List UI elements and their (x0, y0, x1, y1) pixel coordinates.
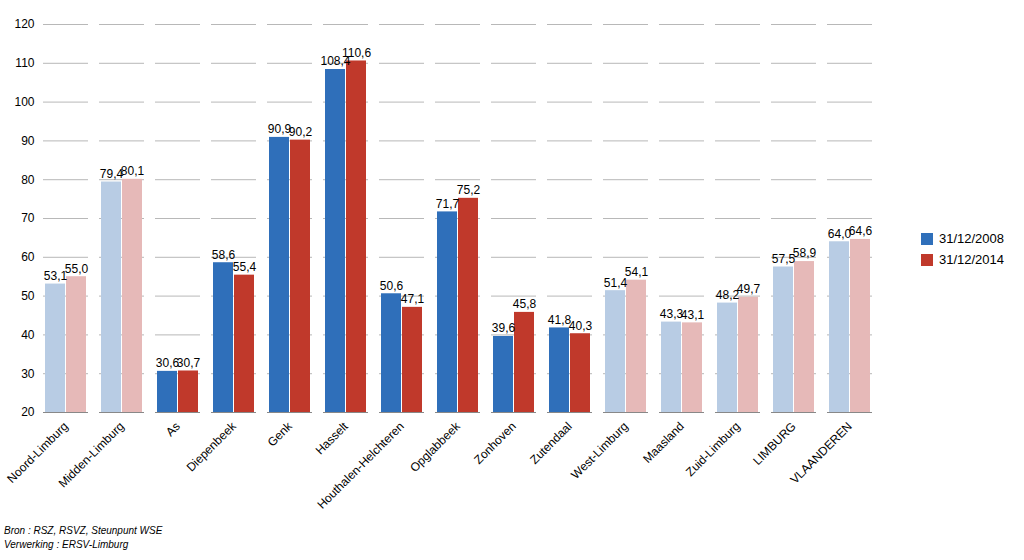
svg-text:110: 110 (15, 56, 34, 70)
svg-text:49,7: 49,7 (737, 282, 761, 296)
svg-text:30,7: 30,7 (177, 356, 201, 370)
svg-text:Zutendaal: Zutendaal (527, 419, 575, 467)
svg-text:Zonhoven: Zonhoven (471, 419, 519, 467)
svg-text:Houthalen-Helchteren: Houthalen-Helchteren (314, 419, 406, 511)
svg-text:110,6: 110,6 (342, 46, 371, 60)
svg-text:60: 60 (21, 250, 35, 264)
svg-text:43,1: 43,1 (681, 308, 705, 322)
svg-text:50,6: 50,6 (380, 279, 404, 293)
svg-text:Diepenbeek: Diepenbeek (184, 419, 240, 475)
svg-text:57,5: 57,5 (771, 251, 796, 266)
svg-text:75,2: 75,2 (457, 183, 481, 197)
svg-text:90: 90 (21, 134, 35, 148)
svg-text:As: As (163, 419, 183, 439)
svg-text:Hasselt: Hasselt (313, 419, 352, 458)
svg-text:70: 70 (21, 211, 35, 225)
svg-text:Genk: Genk (265, 419, 296, 450)
svg-text:45,8: 45,8 (513, 297, 537, 311)
svg-text:VLAANDEREN: VLAANDEREN (787, 419, 854, 486)
svg-text:120: 120 (14, 17, 34, 31)
svg-text:64,0: 64,0 (827, 226, 852, 241)
svg-text:30: 30 (21, 367, 35, 381)
html-text:31/12/2008: 31/12/2008 (938, 231, 1004, 246)
svg-text:90,9: 90,9 (267, 122, 292, 137)
svg-text:47,1: 47,1 (401, 292, 425, 306)
svg-text:Opglabbeek: Opglabbeek (407, 419, 463, 475)
svg-text:Noord-Limburg: Noord-Limburg (4, 419, 71, 486)
svg-text:53,1: 53,1 (43, 268, 68, 283)
svg-text:Maasland: Maasland (640, 419, 687, 466)
svg-text:64,6: 64,6 (849, 224, 873, 238)
html-text:Verwerking : ERSV-Limburg: Verwerking : ERSV-Limburg (4, 539, 129, 550)
svg-text:55,4: 55,4 (233, 260, 257, 274)
svg-text:79,4: 79,4 (99, 166, 124, 181)
html-text:Bron : RSZ, RSVZ, Steunpunt WS: Bron : RSZ, RSVZ, Steunpunt WSE (4, 525, 163, 536)
svg-text:48,2: 48,2 (715, 287, 740, 302)
svg-text:58,9: 58,9 (793, 246, 817, 260)
svg-text:39,6: 39,6 (492, 321, 516, 335)
svg-text:58,6: 58,6 (211, 247, 236, 262)
svg-text:43,3: 43,3 (659, 306, 684, 321)
svg-text:West-Limburg: West-Limburg (568, 419, 631, 482)
svg-text:20: 20 (21, 405, 35, 419)
svg-text:41,8: 41,8 (547, 312, 572, 327)
svg-text:108,4: 108,4 (320, 54, 351, 69)
svg-text:40,3: 40,3 (569, 319, 593, 333)
svg-text:51,4: 51,4 (603, 275, 628, 290)
svg-text:LIMBURG: LIMBURG (750, 419, 799, 468)
svg-text:100: 100 (14, 95, 34, 109)
svg-text:30,6: 30,6 (155, 356, 180, 371)
svg-text:80: 80 (21, 173, 35, 187)
svg-text:55,0: 55,0 (65, 262, 89, 276)
svg-text:Midden-Limburg: Midden-Limburg (56, 419, 127, 490)
svg-text:54,1: 54,1 (625, 265, 649, 279)
svg-text:40: 40 (21, 328, 35, 342)
svg-text:50: 50 (21, 289, 35, 303)
svg-text:90,2: 90,2 (289, 125, 313, 139)
svg-text:80,1: 80,1 (121, 164, 145, 178)
svg-text:71,7: 71,7 (436, 197, 460, 211)
html-text:31/12/2014: 31/12/2014 (938, 252, 1004, 267)
svg-text:Zuid-Limburg: Zuid-Limburg (683, 419, 743, 479)
